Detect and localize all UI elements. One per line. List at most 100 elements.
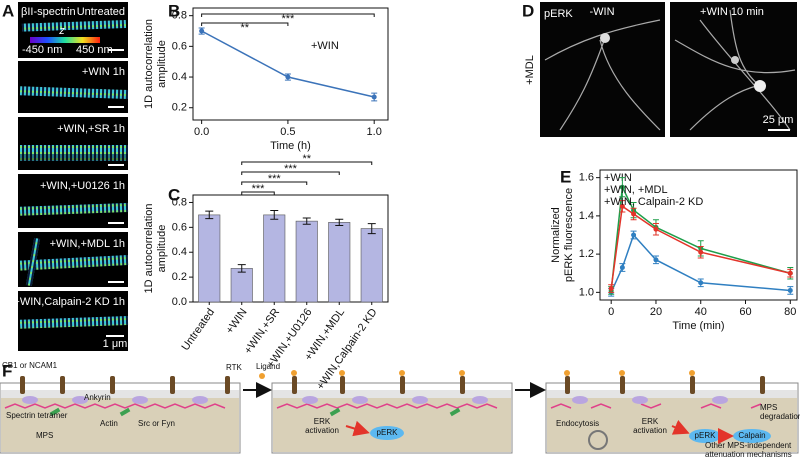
- significance-bracket: [201, 13, 375, 17]
- colorbar-axis: z: [58, 25, 65, 37]
- data-point: [619, 184, 625, 190]
- bar: [263, 214, 286, 303]
- error-bar: [270, 210, 279, 220]
- data-point: [787, 287, 793, 293]
- data-point: [631, 232, 637, 238]
- data-point: [608, 286, 614, 292]
- column-label: +WIN 10 min: [700, 6, 764, 18]
- stain-label: pERK: [544, 8, 573, 20]
- panel-letter: A: [2, 1, 14, 20]
- data-point: [698, 249, 704, 255]
- x-tick-label: +WIN: [224, 306, 250, 336]
- data-point: [631, 211, 637, 217]
- x-tick-label: 0.5: [280, 126, 295, 138]
- significance-label: ***: [281, 13, 295, 25]
- bar: [230, 268, 253, 303]
- condition-label: Untreated: [77, 6, 125, 18]
- panel-letter: F: [2, 361, 12, 380]
- mps-degradation-label: MPS: [760, 403, 777, 412]
- calpain-label: Calpain: [738, 431, 765, 440]
- y-tick-label: 1.4: [579, 210, 594, 222]
- actin-label: Actin: [100, 419, 118, 428]
- x-tick-label: 1.0: [367, 126, 382, 138]
- x-tick-label: 20: [650, 306, 662, 318]
- src-label: Src or Fyn: [138, 419, 175, 428]
- mps-label: MPS: [36, 431, 53, 440]
- data-point: [285, 74, 291, 80]
- y-tick-label: 1.6: [579, 172, 594, 184]
- significance-label: ***: [268, 173, 282, 185]
- y-axis-label: amplitude: [156, 225, 168, 273]
- panel-a-images: [18, 2, 129, 351]
- data-point: [787, 270, 793, 276]
- data-point: [653, 226, 659, 232]
- y-tick-label: 0.4: [172, 246, 187, 258]
- significance-label: ***: [284, 163, 298, 175]
- ankyrin-label: Ankyrin: [84, 393, 111, 402]
- annotation: +WIN: [311, 40, 339, 52]
- panel-letter: C: [168, 185, 180, 204]
- y-tick-label: 1.0: [579, 286, 594, 298]
- error-bar: [205, 210, 214, 220]
- y-axis-label: pERK fluorescence: [563, 188, 575, 282]
- erk-activation-label: activation: [305, 426, 339, 435]
- panel-letter: D: [522, 1, 534, 20]
- bar: [360, 228, 383, 303]
- legend-entry: +WIN, +MDL: [604, 184, 668, 196]
- significance-label: ***: [252, 183, 266, 195]
- x-tick-label: 0.0: [194, 126, 209, 138]
- significance-bracket: [241, 161, 373, 165]
- series-line: [610, 184, 791, 291]
- panel-letter: E: [560, 167, 571, 186]
- significance-bracket: [241, 171, 340, 175]
- perk-label: pERK: [377, 428, 399, 437]
- data-point: [619, 265, 625, 270]
- y-tick-label: 0.6: [172, 40, 187, 52]
- x-axis-label: Time (h): [270, 140, 311, 152]
- stain-label: βII-spectrin: [21, 6, 76, 18]
- condition-label: +WIN,Calpain-2 KD 1h: [13, 296, 125, 308]
- data-point: [653, 257, 659, 263]
- erk-activation-label: ERK: [314, 417, 331, 426]
- rtk-label: RTK: [226, 363, 243, 372]
- significance-bracket: [241, 181, 308, 185]
- mps-degradation-label: degradation: [760, 412, 800, 421]
- row-label: +MDL: [524, 55, 536, 85]
- y-tick-label: 0.8: [172, 10, 187, 22]
- series-line: [201, 30, 375, 98]
- significance-bracket: [201, 22, 289, 26]
- error-bar: [367, 223, 376, 235]
- endocytosis-label: Endocytosis: [556, 419, 599, 428]
- bar: [198, 214, 221, 303]
- bar: [328, 222, 351, 303]
- x-axis-label: Time (min): [672, 320, 724, 332]
- plot-frame: [599, 169, 798, 301]
- x-tick-label: 40: [695, 306, 707, 318]
- data-point: [199, 28, 205, 34]
- data-point: [698, 280, 704, 286]
- significance-bracket: [241, 191, 275, 195]
- scale-bar-label: 1 μm: [103, 338, 128, 350]
- data-point: [371, 94, 377, 100]
- significance-label: **: [302, 153, 311, 165]
- bar: [295, 220, 318, 303]
- y-tick-label: 1.2: [579, 248, 594, 260]
- colorbar-min: -450 nm: [22, 44, 62, 56]
- panel-d-images: [540, 2, 797, 137]
- erk-activation-label: ERK: [642, 417, 659, 426]
- data-point: [619, 203, 625, 209]
- y-tick-label: 0.2: [172, 102, 187, 114]
- y-tick-label: 0.8: [172, 196, 187, 208]
- y-axis-label: Normalized: [550, 207, 562, 263]
- column-label: -WIN: [589, 6, 614, 18]
- plot-frame: [192, 194, 389, 303]
- condition-label: +WIN,+SR 1h: [57, 123, 125, 135]
- error-bar: [335, 218, 344, 226]
- x-tick-label: 0: [608, 306, 614, 318]
- scale-bar-label: 25 μm: [763, 114, 794, 126]
- condition-label: +WIN 1h: [82, 66, 125, 78]
- colorbar-max: 450 nm: [76, 44, 113, 56]
- y-tick-label: 0.2: [172, 271, 187, 283]
- erk-activation-label: activation: [633, 426, 667, 435]
